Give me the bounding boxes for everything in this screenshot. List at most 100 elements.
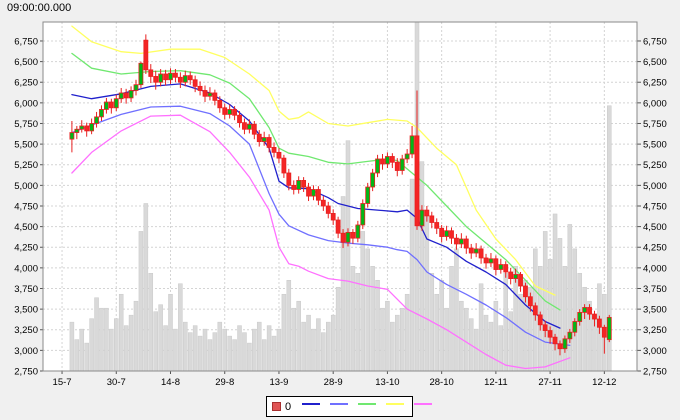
candle-body-up [355,224,361,239]
volume-bar [183,321,188,372]
y-tick-label-left: 5,500 [14,140,38,151]
volume-bar [261,339,267,372]
candles-layer [69,34,612,356]
y-tick-label-left: 3,250 [14,325,38,336]
volume-bar [454,248,459,372]
candle-body-down [251,123,257,135]
candle-body-down [527,296,533,307]
volume-bar [123,325,129,372]
volume-bar [89,318,94,372]
volume-bar [247,342,252,372]
candle-body-up [399,158,405,171]
candle-body-down [557,343,563,350]
volume-bar [483,314,489,372]
candle-body-down [237,114,242,124]
candle-body-up [572,321,578,333]
band-line-lower-band-magenta [71,114,571,370]
volume-bar [178,283,183,372]
candle-body-up [409,135,415,155]
candle-body-up [182,75,188,83]
volume-bar [562,266,568,372]
x-tick-label: 13-10 [375,377,399,388]
y-tick-label-left: 3,500 [14,305,38,316]
candle-body-up [133,84,139,91]
candle-body-down [153,76,159,83]
volume-bar [222,328,227,372]
volume-bar [488,321,494,372]
candle-body-down [532,305,538,316]
y-tick-label-left: 5,750 [14,119,38,130]
volume-bar [104,307,109,372]
candle-body-up [375,158,380,174]
candle-body-up [345,231,351,243]
volume-bar [360,231,366,372]
candle-body-down [508,271,514,279]
candle-body-up [128,90,134,99]
candle-body-down [547,330,553,338]
volume-bar [478,283,484,372]
y-tick-label-right: 4,750 [643,201,667,212]
x-tick-label: 30-7 [107,377,126,388]
candle-body-up [577,312,583,322]
candle-body-down [389,156,395,163]
candle-body-down [163,73,168,81]
volume-bar [232,339,237,372]
candle-body-down [143,39,149,71]
candle-body-up [296,180,302,190]
candle-body-up [311,189,316,197]
candle-body-down [232,109,237,116]
candle-body-up [385,156,390,165]
y-tick-label-left: 5,000 [14,181,38,192]
candle-body-up [606,316,612,341]
volume-bar [370,266,375,372]
volume-bar [173,328,178,372]
candle-body-down [454,237,459,245]
volume-bar [286,280,292,372]
candle-body-down [108,101,114,109]
candle-body-up [94,116,99,124]
x-tick-label: 27-11 [538,377,562,388]
legend-line-swatch [358,403,377,405]
candle-body-down [192,79,198,87]
volume-bar [464,307,469,372]
y-tick-label-right: 3,250 [643,325,667,336]
band-line-upper-band-yellow [71,25,556,296]
x-tick-label: 15-7 [53,377,72,388]
y-tick-label-left: 4,250 [14,243,38,254]
candle-body-up [458,238,464,245]
chart-legend[interactable]: 0 [266,396,433,417]
volume-bar [242,332,247,372]
candle-body-up [79,125,85,130]
volume-bar [311,328,316,372]
candle-body-up [89,123,95,132]
y-tick-label-right: 3,500 [643,305,667,316]
candle-body-down [478,248,484,259]
volume-bar [128,314,134,372]
volume-bar [498,325,504,372]
band-line-swatches [297,403,437,405]
candle-body-down [537,314,543,326]
candle-body-up [99,109,104,118]
candle-body-down [281,157,287,174]
candle-body-down [148,69,154,77]
volume-bar [281,293,287,372]
volume-bar [572,248,578,372]
candle-body-down [429,215,435,223]
candle-body-down [202,90,208,97]
volume-bar [345,140,351,372]
candle-body-up [158,73,164,83]
candle-body-up [365,186,371,204]
volume-bar [118,293,124,372]
candle-body-down [306,186,311,197]
candle-body-down [276,151,282,159]
volume-bar [399,307,405,372]
volume-bar [330,314,336,372]
volume-bar [355,273,361,372]
candle-body-down [325,205,331,214]
volume-bar [340,196,346,372]
volume-bar [237,325,242,372]
y-tick-label-right: 3,750 [643,284,667,295]
y-tick-label-right: 6,750 [643,36,667,47]
volume-bar [473,328,479,372]
